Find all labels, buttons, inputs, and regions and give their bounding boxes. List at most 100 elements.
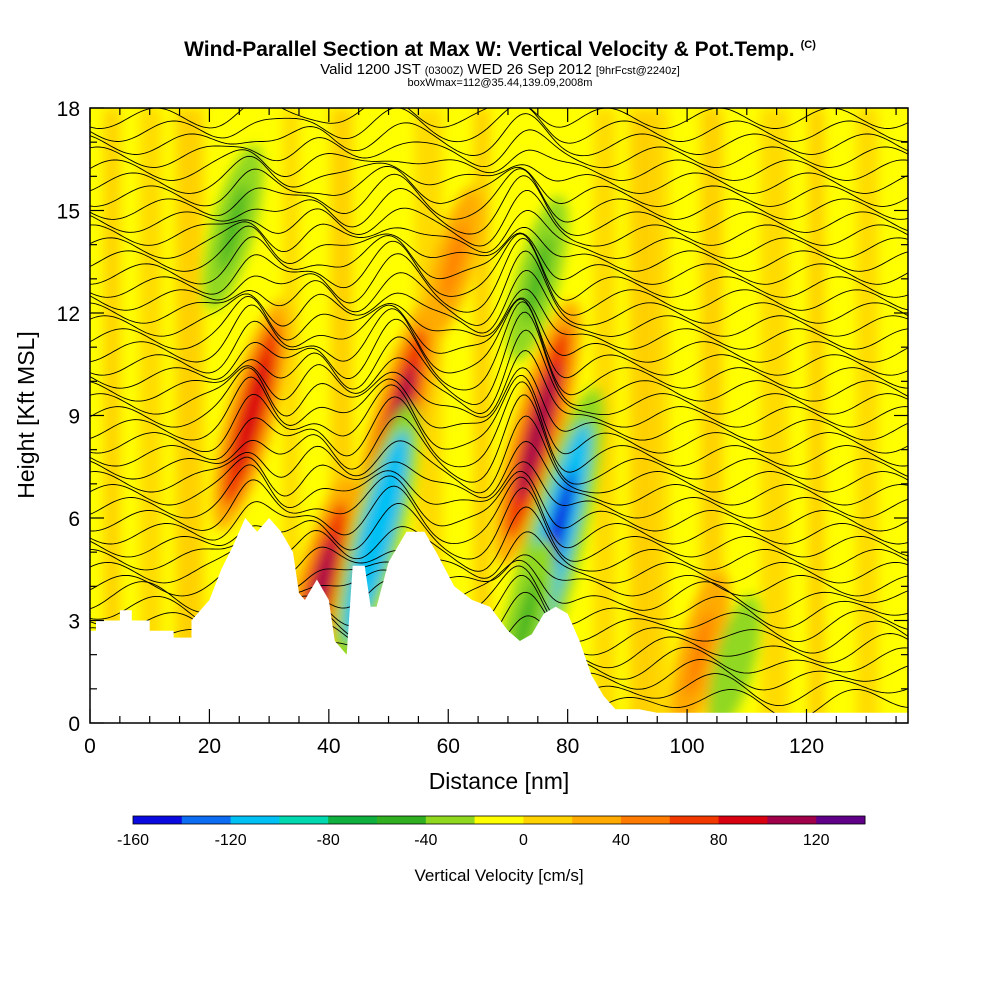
- colorbar-label: -160: [117, 832, 149, 849]
- theta-contour: [90, 269, 908, 337]
- theta-contour: [90, 311, 908, 406]
- theta-contour: [90, 487, 908, 562]
- velocity-core: [220, 184, 247, 271]
- theta-contour: [90, 165, 908, 207]
- velocity-streak: [856, 108, 879, 723]
- velocity-streak: [139, 108, 162, 723]
- theta-contour: [90, 155, 908, 194]
- colorbar-swatch: [474, 816, 524, 824]
- colorbar-label: -120: [215, 832, 247, 849]
- velocity-core: [517, 363, 558, 502]
- x-tick-label: 40: [317, 735, 340, 758]
- x-tick-label: 120: [789, 735, 824, 758]
- colorbar-swatch: [377, 816, 427, 824]
- theta-contour: [90, 461, 908, 519]
- theta-contour: [90, 394, 908, 485]
- colorbar-label: 120: [803, 832, 830, 849]
- colorbar-label: -80: [317, 832, 340, 849]
- velocity-cell: [708, 594, 761, 723]
- velocity-core: [524, 235, 552, 322]
- theta-contour: [90, 225, 908, 272]
- colorbar-swatch: [181, 816, 232, 824]
- colorbar-label: -40: [414, 832, 437, 849]
- theta-contour: [90, 476, 908, 549]
- theta-contour: [90, 210, 908, 259]
- plot-area: [90, 108, 908, 723]
- theta-contour: [90, 350, 908, 428]
- theta-contour: [90, 301, 908, 396]
- theta-contour: [90, 237, 908, 316]
- velocity-core: [685, 611, 713, 698]
- velocity-streak: [653, 108, 670, 723]
- velocity-streak: [760, 108, 789, 723]
- colorbar-label: 80: [710, 832, 728, 849]
- y-tick-label: 15: [57, 201, 80, 224]
- theta-contour: [90, 506, 908, 572]
- velocity-cell: [507, 196, 568, 362]
- theta-contour: [90, 297, 908, 363]
- colorbar: -160 -120 -80 -40 0 40 80 120: [117, 815, 866, 849]
- chart-box-info: boxWmax=112@35.44,139.09,2008m: [407, 77, 593, 89]
- theta-contour: [90, 108, 908, 144]
- colorbar-label: 40: [612, 832, 630, 849]
- y-axis-title: Height [Kft MSL]: [13, 331, 39, 498]
- y-axis: 0 3 6 9 12 15 18: [57, 98, 908, 736]
- colorbar-swatch: [230, 816, 280, 824]
- theta-contour: [90, 288, 908, 350]
- velocity-streak: [593, 108, 616, 723]
- colorbar-label: 0: [519, 832, 528, 849]
- colorbar-swatch: [572, 816, 622, 824]
- chart-subtitle: Valid 1200 JST (0300Z) WED 26 Sep 2012 […: [320, 61, 680, 78]
- colorbar-swatch: [621, 816, 671, 824]
- colorbar-swatch: [816, 816, 866, 824]
- velocity-core: [442, 222, 467, 301]
- y-tick-label: 3: [68, 611, 80, 634]
- theta-contour: [90, 233, 908, 301]
- theta-contour: [90, 415, 908, 494]
- terrain: [90, 518, 908, 723]
- theta-contour: [90, 298, 908, 379]
- theta-contour: [90, 374, 908, 455]
- theta-contour: [90, 190, 908, 247]
- y-tick-label: 18: [57, 98, 80, 121]
- velocity-cell: [203, 144, 264, 311]
- x-tick-label: 60: [437, 735, 460, 758]
- copyright-mark: (C): [800, 39, 816, 51]
- velocity-cell: [668, 571, 730, 723]
- colorbar-swatch: [669, 816, 720, 824]
- x-tick-label: 100: [670, 735, 705, 758]
- chart-title: Wind-Parallel Section at Max W: Vertical…: [184, 38, 816, 61]
- colorbar-frame: [132, 815, 866, 825]
- x-axis: 0 20 40 60 80 100 120: [84, 108, 897, 758]
- x-tick-label: 20: [198, 735, 221, 758]
- theta-contour: [90, 129, 908, 169]
- theta-contour: [90, 381, 908, 473]
- colorbar-swatch: [718, 816, 768, 824]
- theta-contour: [90, 113, 908, 157]
- velocity-core: [356, 467, 397, 604]
- theta-contour: [90, 149, 908, 181]
- velocity-streak: [808, 108, 825, 723]
- colorbar-title: Vertical Velocity [cm/s]: [414, 866, 583, 885]
- x-tick-label: 0: [84, 735, 96, 758]
- colorbar-swatch: [328, 816, 378, 824]
- velocity-bands: [103, 108, 879, 723]
- theta-contour: [90, 440, 908, 506]
- theta-contour: [90, 168, 908, 223]
- colorbar-swatch: [523, 816, 573, 824]
- colorbar-swatch: [425, 816, 476, 824]
- x-axis-title: Distance [nm]: [429, 768, 570, 794]
- y-tick-label: 6: [68, 508, 80, 531]
- velocity-core: [723, 626, 746, 697]
- theta-contour: [90, 232, 908, 285]
- theta-contour: [90, 367, 908, 441]
- x-tick-label: 80: [556, 735, 579, 758]
- y-tick-label: 9: [68, 406, 80, 429]
- velocity-streak: [103, 108, 120, 723]
- theta-contour: [90, 531, 908, 584]
- y-tick-label: 0: [68, 713, 80, 736]
- colorbar-swatch: [279, 816, 329, 824]
- colorbar-swatch: [767, 816, 817, 824]
- velocity-streak: [629, 108, 658, 723]
